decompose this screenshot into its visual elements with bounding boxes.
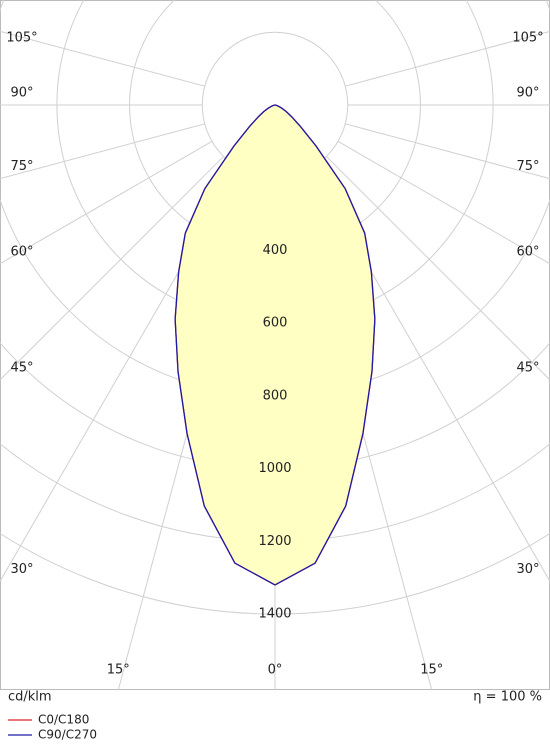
- ring-label: 800: [263, 388, 288, 403]
- intensity-curve: [174, 104, 276, 586]
- angle-label: 15°: [420, 663, 443, 678]
- efficiency-label: η = 100 %: [473, 690, 542, 705]
- ring-label: 1400: [258, 607, 291, 622]
- ring-label: 1200: [258, 534, 291, 549]
- angle-label: 60°: [516, 244, 539, 259]
- angle-label: 45°: [516, 361, 539, 376]
- ring-label: 400: [263, 243, 288, 258]
- angle-label: 90°: [10, 86, 33, 101]
- angle-label: 75°: [10, 159, 33, 174]
- angle-label: 30°: [10, 562, 33, 577]
- radial-line: [345, 123, 550, 180]
- marks: [174, 104, 376, 586]
- angle-label: 45°: [10, 361, 33, 376]
- radial-line: [326, 156, 550, 381]
- unit-label: cd/klm: [8, 690, 52, 705]
- ring-label: 600: [263, 316, 288, 331]
- intensity-curve: [274, 104, 376, 586]
- labels: 0° 15° 15° 30° 30° 45° 45° 60° 60° 75° 75° 90° 90° 10…: [6, 31, 543, 678]
- angle-label: 15°: [107, 663, 130, 678]
- angle-label: 105°: [512, 31, 543, 46]
- ring-label: 1000: [258, 461, 291, 476]
- radial-line: [0, 123, 205, 180]
- radial-line: [345, 30, 550, 87]
- angle-label: 90°: [516, 86, 539, 101]
- radial-line: [0, 140, 213, 265]
- angle-label: 0°: [268, 663, 283, 678]
- legend-label: C90/C270: [38, 728, 97, 742]
- legend-label: C0/C180: [38, 713, 89, 727]
- radial-line: [337, 140, 550, 265]
- radial-line: [0, 156, 224, 381]
- light-fill: [175, 105, 275, 585]
- angle-label: 75°: [516, 159, 539, 174]
- light-fill: [275, 105, 375, 585]
- angle-label: 30°: [516, 562, 539, 577]
- radial-line: [0, 30, 205, 87]
- angle-label: 60°: [10, 244, 33, 259]
- angle-label: 105°: [6, 31, 37, 46]
